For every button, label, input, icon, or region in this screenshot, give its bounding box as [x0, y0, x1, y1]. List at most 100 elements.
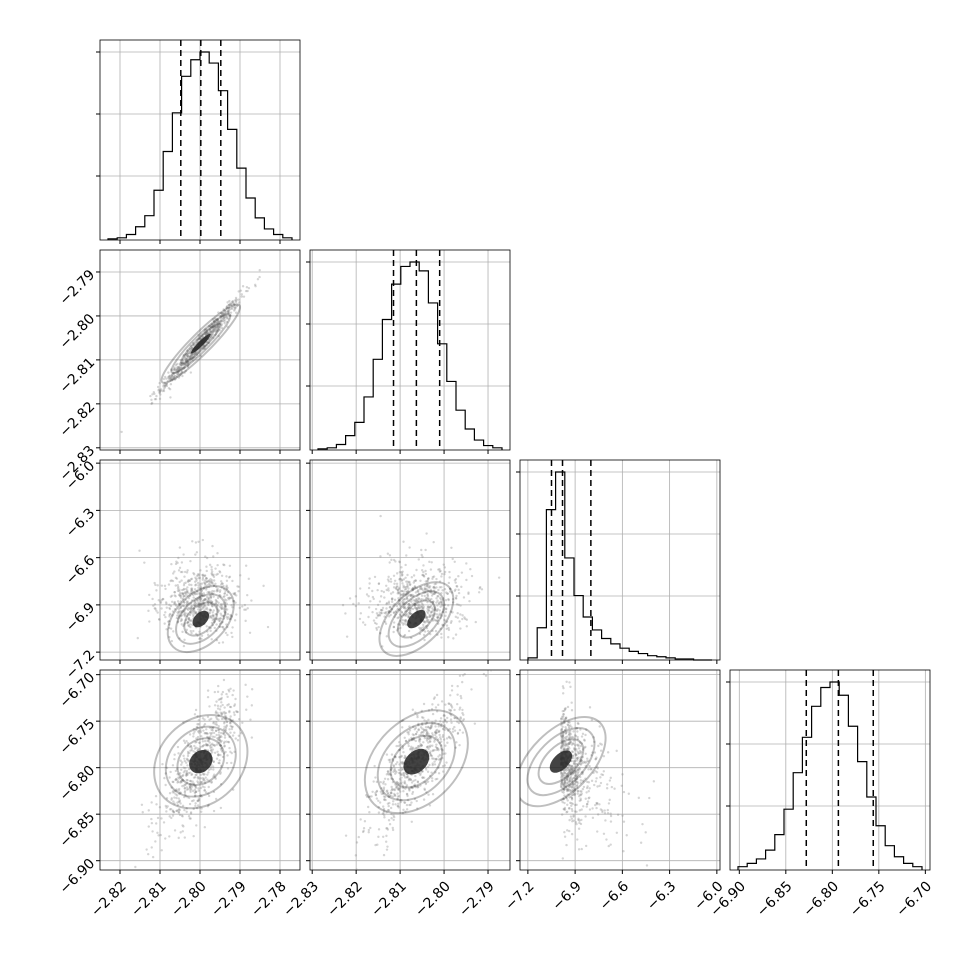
sample-point	[183, 609, 186, 613]
sample-point	[219, 319, 223, 322]
sample-point	[393, 767, 396, 771]
sample-point	[175, 796, 178, 800]
sample-point	[199, 786, 203, 790]
sample-point	[223, 734, 227, 737]
sample-point	[148, 593, 151, 597]
sample-point	[180, 780, 183, 783]
sample-point	[435, 577, 438, 581]
sample-point	[198, 602, 201, 606]
sample-point	[407, 606, 410, 609]
sample-point	[380, 787, 383, 790]
sample-point	[412, 725, 415, 728]
sample-point	[179, 781, 182, 784]
sample-point	[570, 794, 574, 797]
sample-point	[405, 590, 408, 594]
sample-point	[431, 602, 435, 606]
sample-point	[400, 614, 403, 618]
sample-point	[395, 780, 399, 784]
sample-point	[201, 737, 204, 741]
sample-point	[150, 846, 153, 849]
sample-point	[176, 614, 179, 617]
sample-point	[426, 620, 429, 624]
sample-point	[209, 337, 212, 340]
sample-point	[223, 563, 226, 567]
sample-point	[378, 614, 382, 617]
sample-point	[185, 361, 189, 364]
sample-point	[228, 596, 232, 600]
sample-point	[178, 800, 181, 803]
sample-point	[174, 363, 178, 367]
sample-point	[223, 316, 226, 319]
sample-point	[198, 747, 202, 751]
sample-point	[189, 351, 192, 355]
sample-point	[178, 369, 181, 372]
sample-point	[219, 595, 222, 598]
sample-point	[190, 606, 194, 610]
sample-point	[559, 784, 563, 787]
sample-point	[208, 780, 211, 783]
sample-point	[189, 790, 192, 794]
sample-point	[170, 807, 173, 811]
sample-point	[560, 736, 563, 740]
sample-point	[389, 791, 392, 794]
sample-point	[462, 713, 465, 717]
sample-point	[222, 311, 226, 315]
sample-point	[176, 561, 179, 565]
sample-point	[406, 776, 409, 779]
sample-point	[566, 735, 569, 738]
y-tick-label: −2.80	[57, 311, 99, 353]
sample-point	[457, 721, 461, 725]
sample-point	[562, 797, 565, 801]
sample-point	[196, 573, 200, 576]
sample-point	[387, 611, 391, 615]
sample-point	[189, 592, 193, 595]
sample-point	[194, 601, 197, 605]
sample-point	[426, 597, 430, 601]
sample-point	[196, 590, 199, 593]
sample-point	[575, 743, 579, 747]
sample-point	[568, 733, 571, 736]
sample-point	[227, 309, 230, 313]
sample-point	[232, 689, 235, 692]
sample-point	[437, 766, 440, 769]
sample-point	[213, 325, 217, 328]
sample-point	[439, 596, 442, 600]
sample-point	[561, 857, 565, 860]
sample-point	[417, 728, 420, 731]
sample-point	[189, 344, 192, 347]
sample-point	[217, 728, 220, 732]
sample-point	[398, 603, 402, 606]
sample-point	[153, 607, 156, 610]
sample-point	[229, 687, 232, 691]
sample-point	[594, 769, 597, 773]
y-tick-label: −2.82	[57, 399, 99, 441]
sample-point	[437, 595, 440, 598]
sample-point	[211, 335, 214, 338]
sample-point	[399, 626, 402, 630]
sample-point	[435, 746, 439, 750]
sample-point	[212, 555, 215, 558]
sample-point	[441, 598, 445, 602]
sample-point	[173, 594, 176, 597]
sample-point	[420, 722, 424, 725]
sample-point	[571, 780, 574, 783]
sample-point	[429, 735, 433, 738]
sample-point	[393, 603, 396, 606]
sample-point	[409, 583, 412, 586]
sample-point	[400, 566, 403, 569]
sample-point	[403, 603, 406, 606]
sample-point	[392, 611, 396, 615]
sample-point	[192, 593, 195, 597]
sample-point	[204, 598, 208, 601]
sample-point	[570, 796, 574, 800]
sample-point	[179, 372, 183, 375]
sample-point	[206, 805, 210, 808]
sample-point	[170, 797, 173, 800]
sample-point	[430, 610, 433, 614]
sample-point	[569, 783, 572, 786]
sample-point	[186, 621, 189, 625]
sample-point	[564, 743, 568, 747]
sample-point	[383, 611, 386, 615]
sample-point	[141, 811, 144, 814]
sample-point	[581, 772, 584, 776]
